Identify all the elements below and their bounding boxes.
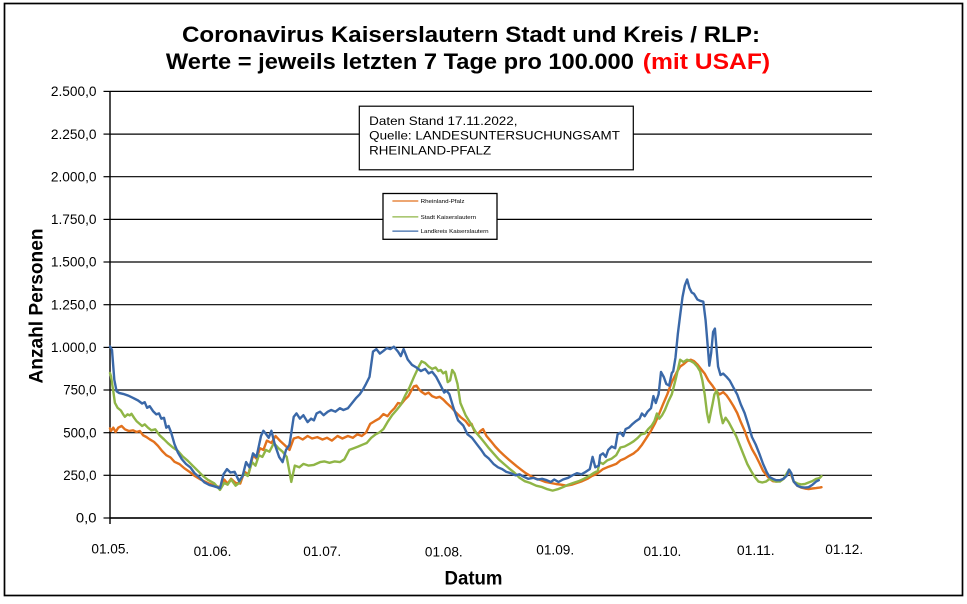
svg-text:0,0: 0,0 xyxy=(76,511,97,526)
svg-text:01.08.: 01.08. xyxy=(425,545,463,560)
svg-text:Datum: Datum xyxy=(445,569,503,590)
svg-text:Anzahl Personen: Anzahl Personen xyxy=(27,229,48,384)
svg-text:01.05.: 01.05. xyxy=(91,542,129,557)
svg-text:(mit USAF): (mit USAF) xyxy=(643,49,770,74)
svg-text:1.750,0: 1.750,0 xyxy=(51,212,97,227)
svg-text:2.000,0: 2.000,0 xyxy=(51,169,97,184)
svg-text:01.06.: 01.06. xyxy=(194,544,232,559)
svg-text:01.09.: 01.09. xyxy=(536,542,574,557)
svg-text:1.250,0: 1.250,0 xyxy=(51,297,97,312)
svg-text:01.07.: 01.07. xyxy=(303,544,341,559)
svg-text:Quelle: LANDESUNTERSUCHUNGSAMT: Quelle: LANDESUNTERSUCHUNGSAMT xyxy=(369,129,620,143)
svg-text:2.500,0: 2.500,0 xyxy=(51,84,97,99)
svg-text:RHEINLAND-PFALZ: RHEINLAND-PFALZ xyxy=(369,143,491,157)
svg-text:750,0: 750,0 xyxy=(63,383,96,398)
svg-text:2.250,0: 2.250,0 xyxy=(51,127,97,142)
svg-text:01.12.: 01.12. xyxy=(825,542,863,557)
svg-text:1.500,0: 1.500,0 xyxy=(51,255,97,270)
svg-text:Stadt Kaiserslautern: Stadt Kaiserslautern xyxy=(421,215,477,221)
svg-text:Daten Stand 17.11.2022,: Daten Stand 17.11.2022, xyxy=(369,114,517,128)
svg-text:Landkreis Kaiserslautern: Landkreis Kaiserslautern xyxy=(421,229,489,235)
svg-text:Werte = jeweils letzten 7 Tage: Werte = jeweils letzten 7 Tage pro 100.0… xyxy=(166,49,634,74)
svg-text:500,0: 500,0 xyxy=(63,425,96,440)
svg-text:Coronavirus Kaiserslautern Sta: Coronavirus Kaiserslautern Stadt und Kre… xyxy=(182,22,760,47)
svg-text:1.000,0: 1.000,0 xyxy=(51,340,97,355)
svg-text:01.11.: 01.11. xyxy=(737,543,775,558)
svg-text:Rheinland-Pfalz: Rheinland-Pfalz xyxy=(421,199,465,205)
svg-text:01.10.: 01.10. xyxy=(644,544,682,559)
svg-text:250,0: 250,0 xyxy=(63,468,96,483)
